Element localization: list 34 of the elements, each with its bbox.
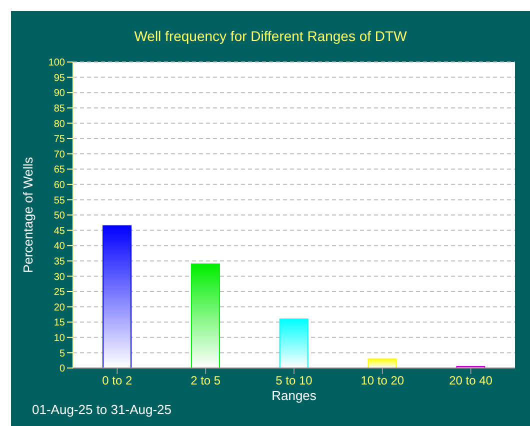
y-tick-label: 35 [54, 256, 66, 268]
y-tick-label: 65 [54, 164, 66, 176]
y-tick-label: 5 [59, 348, 66, 360]
x-tick-label: 20 to 40 [449, 374, 493, 388]
y-tick-label: 60 [54, 180, 66, 191]
y-tick-label: 30 [54, 272, 66, 283]
y-tick-label: 90 [54, 88, 66, 100]
bar [190, 263, 220, 368]
y-tick-label: 100 [48, 58, 66, 69]
y-tick-label: 50 [54, 210, 66, 222]
y-axis-title: Percentage of Wells [20, 156, 36, 274]
x-tick-label: 10 to 20 [360, 374, 404, 388]
bar [368, 358, 397, 368]
x-axis-title: Ranges [272, 388, 317, 403]
text: 01-Aug-25 to 31-Aug-25 [32, 402, 172, 417]
chart-title: Well frequency for Different Ranges of DTW [133, 28, 408, 44]
y-tick-label: 95 [54, 72, 66, 84]
y-tick-label: 10 [54, 332, 66, 344]
y-tick-label: 55 [54, 195, 66, 206]
x-tick-label: 0 to 2 [102, 374, 133, 388]
y-tick-label: 0 [59, 364, 66, 375]
bar [102, 225, 132, 368]
y-tick-label: 45 [54, 226, 66, 237]
y-tick-label: 80 [54, 118, 66, 130]
y-tick-label: 15 [54, 318, 66, 329]
bar [279, 318, 308, 368]
y-tick-label: 25 [54, 287, 66, 298]
x-tick-label: 2 to 5 [190, 374, 221, 388]
y-tick-label: 75 [54, 134, 66, 146]
y-tick-label: 20 [54, 302, 66, 314]
y-tick-label: 70 [54, 149, 66, 160]
x-tick-label: 5 to 10 [276, 374, 313, 388]
y-tick-label: 40 [54, 241, 66, 252]
y-tick-label: 85 [54, 103, 66, 114]
